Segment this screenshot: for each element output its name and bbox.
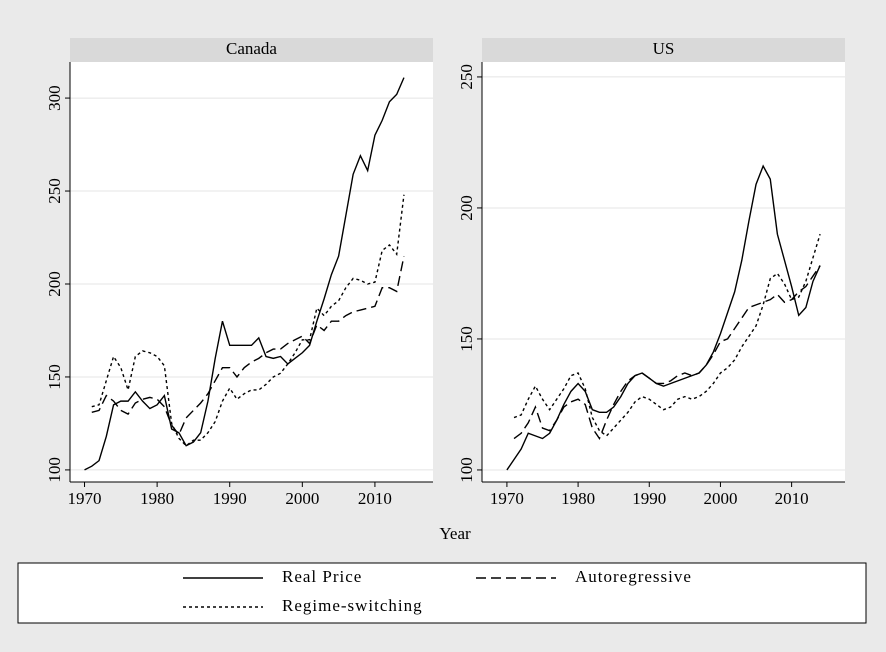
series-line [513, 265, 821, 441]
plot-area [70, 62, 433, 482]
panel-header [70, 38, 433, 62]
x-tick-label: 1990 [213, 489, 247, 508]
panel-title: Canada [226, 39, 277, 58]
y-tick-label: 250 [457, 64, 476, 90]
y-tick-label: 150 [457, 326, 476, 352]
y-tick-label: 200 [45, 271, 64, 297]
y-tick-label: 200 [457, 195, 476, 221]
x-tick-label: 1970 [68, 489, 102, 508]
x-tick-label: 2000 [285, 489, 319, 508]
panel-title: US [653, 39, 675, 58]
panel-header [482, 38, 845, 62]
x-tick-label: 1990 [632, 489, 666, 508]
x-axis-title: Year [439, 524, 471, 543]
legend-label: Autoregressive [575, 567, 692, 586]
series-line [84, 77, 405, 471]
x-tick-label: 2000 [703, 489, 737, 508]
y-tick-label: 250 [45, 178, 64, 204]
x-tick-label: 2010 [358, 489, 392, 508]
x-tick-label: 1980 [140, 489, 174, 508]
legend-label: Regime-switching [282, 596, 423, 615]
series-line [506, 164, 821, 471]
y-tick-label: 150 [45, 364, 64, 390]
series-line [91, 194, 405, 447]
x-tick-label: 2010 [775, 489, 809, 508]
y-tick-label: 100 [45, 457, 64, 483]
legend-box [17, 562, 867, 624]
plot-area [482, 62, 845, 482]
x-tick-label: 1980 [561, 489, 595, 508]
series-line [91, 255, 405, 436]
x-tick-label: 1970 [490, 489, 524, 508]
legend-label: Real Price [282, 567, 362, 586]
y-tick-label: 300 [45, 85, 64, 111]
y-tick-label: 100 [457, 457, 476, 483]
